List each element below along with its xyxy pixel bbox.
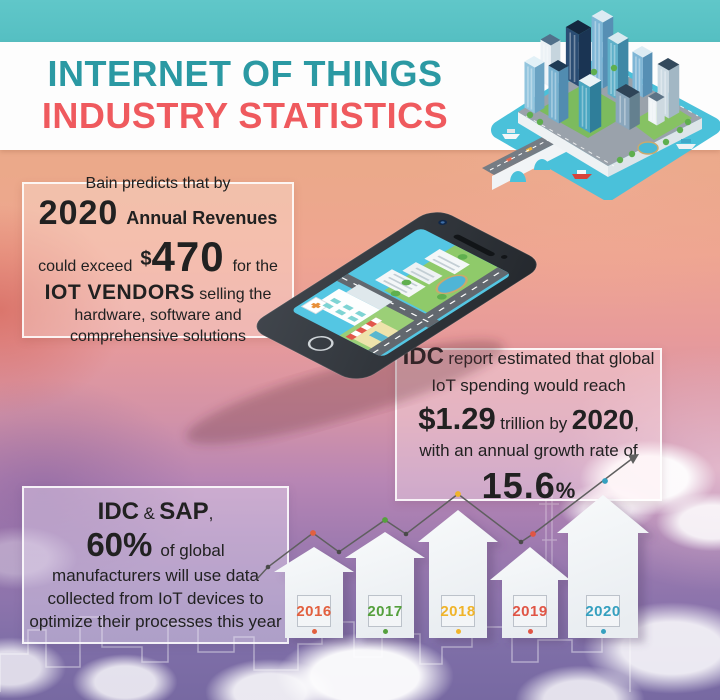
idcsap-line-4: collected from IoT devices to bbox=[47, 588, 264, 608]
house-shadow bbox=[352, 537, 432, 643]
idcsap-line-5: optimize their processes this year bbox=[29, 611, 282, 631]
year-dot-2016 bbox=[311, 629, 317, 634]
bain-line-1: Bain predicts that by bbox=[85, 175, 231, 192]
screen-pond bbox=[435, 274, 468, 295]
fact-box-idc-sap: IDC & SAP, 60% of global manufacturers wi… bbox=[22, 486, 289, 644]
home-button-icon bbox=[307, 336, 334, 351]
year-label-2019: 2019 bbox=[512, 595, 547, 627]
page-title: INTERNET OF THINGS INDUSTRY STATISTICS bbox=[20, 53, 470, 137]
house-shadow bbox=[564, 500, 656, 643]
idc-line-1: IDC report estimated that global bbox=[402, 342, 655, 370]
year-label-2017: 2017 bbox=[367, 595, 402, 627]
trend-dot-2017 bbox=[382, 517, 388, 523]
screen-shop bbox=[345, 317, 399, 349]
idcsap-line-2: 60% of global bbox=[86, 525, 225, 563]
house-shadow bbox=[497, 552, 577, 643]
top-teal-band bbox=[0, 0, 720, 42]
screen-hospital bbox=[300, 284, 393, 326]
title-line-1: INTERNET OF THINGS bbox=[47, 53, 443, 94]
idc-line-5: 15.6% bbox=[481, 464, 576, 506]
year-dot-2020 bbox=[600, 629, 606, 634]
phone-screen bbox=[293, 229, 509, 356]
year-dot-2018 bbox=[455, 629, 461, 634]
bain-line-5: hardware, software and bbox=[74, 307, 242, 324]
trend-dot-2019 bbox=[530, 531, 536, 537]
idcsap-line-1: IDC & SAP, bbox=[97, 497, 214, 525]
trend-dot-2016 bbox=[310, 530, 316, 536]
title-line-2: INDUSTRY STATISTICS bbox=[41, 95, 449, 136]
bain-line-3: could exceed $470 for the bbox=[38, 233, 278, 280]
bain-line-4: IOT VENDORS selling the bbox=[44, 281, 272, 304]
house-shape bbox=[345, 532, 425, 638]
house-shadow bbox=[281, 552, 361, 643]
bain-line-2: 2020 Annual Revenues bbox=[38, 194, 278, 232]
fact-box-idc: IDC report estimated that global IoT spe… bbox=[395, 343, 662, 506]
idc-line-4: with an annual growth rate of bbox=[419, 440, 638, 460]
camera-icon bbox=[438, 219, 448, 225]
house-shape bbox=[490, 547, 570, 638]
sensor-dot-icon bbox=[501, 255, 508, 259]
idc-line-3: $1.29 trillion by 2020, bbox=[418, 400, 639, 436]
house-shape bbox=[557, 495, 649, 638]
house-shadow bbox=[425, 515, 505, 643]
bain-line-6: comprehensive solutions bbox=[69, 328, 247, 345]
year-label-2020: 2020 bbox=[585, 595, 620, 627]
idcsap-line-3: manufacturers will use data bbox=[52, 565, 259, 585]
house-shape bbox=[418, 510, 498, 638]
speaker-icon bbox=[453, 234, 495, 257]
speedboat bbox=[572, 170, 592, 179]
fact-box-bain: Bain predicts that by 2020 Annual Revenue… bbox=[22, 175, 294, 345]
screen-city bbox=[300, 245, 510, 357]
year-label-2016: 2016 bbox=[296, 595, 331, 627]
screen-towers bbox=[375, 249, 470, 298]
year-dot-2017 bbox=[382, 629, 388, 634]
year-label-2018: 2018 bbox=[440, 595, 475, 627]
year-dot-2019 bbox=[527, 629, 533, 634]
idc-line-2: IoT spending would reach bbox=[431, 375, 626, 395]
